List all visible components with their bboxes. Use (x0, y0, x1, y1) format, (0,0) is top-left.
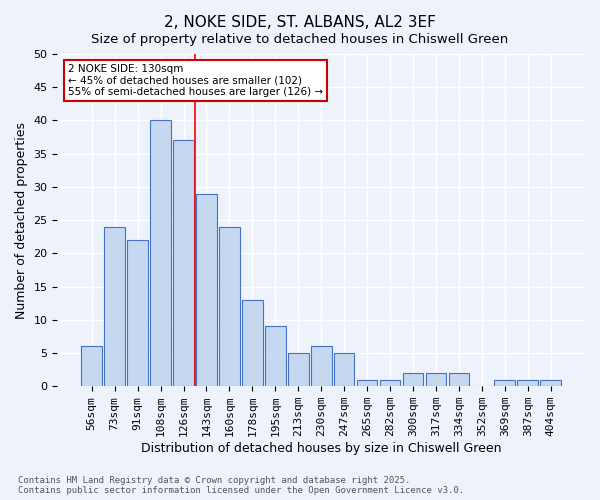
Bar (173, 140, 194, 386)
Bar (403, 373, 424, 386)
Text: Contains HM Land Registry data © Crown copyright and database right 2025.
Contai: Contains HM Land Registry data © Crown c… (18, 476, 464, 495)
Bar (541, 380, 561, 386)
Bar (127, 240, 148, 386)
Text: 2 NOKE SIDE: 130sqm
← 45% of detached houses are smaller (102)
55% of semi-detac: 2 NOKE SIDE: 130sqm ← 45% of detached ho… (68, 64, 323, 97)
Y-axis label: Number of detached properties: Number of detached properties (15, 122, 28, 318)
Bar (242, 300, 263, 386)
Bar (196, 194, 217, 386)
Bar (150, 120, 171, 386)
Text: 2, NOKE SIDE, ST. ALBANS, AL2 3EF: 2, NOKE SIDE, ST. ALBANS, AL2 3EF (164, 15, 436, 30)
Bar (494, 380, 515, 386)
Bar (219, 227, 240, 386)
Bar (265, 326, 286, 386)
Bar (357, 380, 377, 386)
Bar (334, 353, 355, 386)
Text: Size of property relative to detached houses in Chiswell Green: Size of property relative to detached ho… (91, 32, 509, 46)
Bar (311, 346, 332, 386)
Bar (425, 373, 446, 386)
Bar (82, 346, 102, 386)
Bar (288, 353, 308, 386)
Bar (449, 373, 469, 386)
Bar (517, 380, 538, 386)
Bar (380, 380, 400, 386)
Bar (104, 227, 125, 386)
X-axis label: Distribution of detached houses by size in Chiswell Green: Distribution of detached houses by size … (141, 442, 502, 455)
